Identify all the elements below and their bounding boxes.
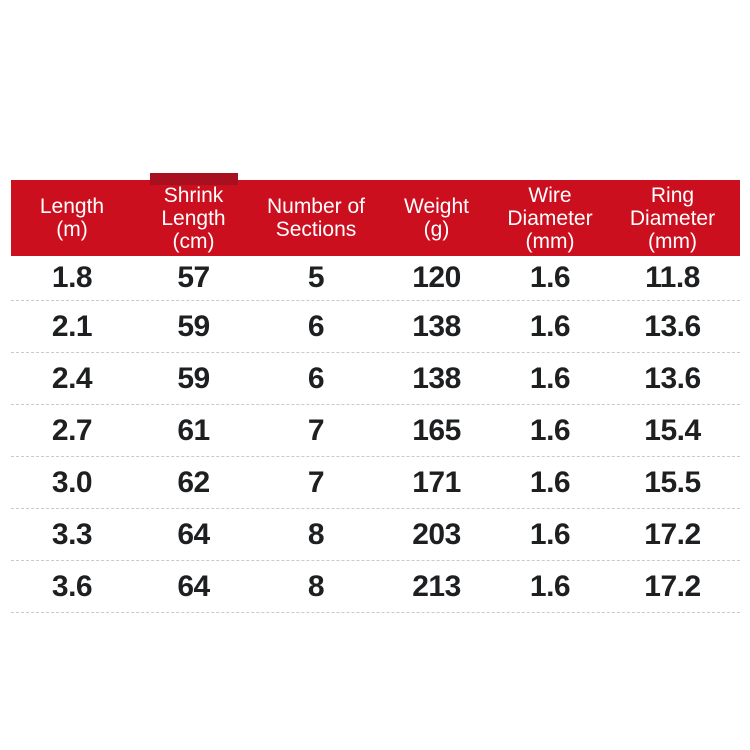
header-cell-weight: Weight (g) (378, 180, 495, 256)
table-cell-weight: 120 (412, 261, 461, 294)
header-label-line: Shrink (163, 183, 224, 207)
table-row: 2.7 61 7 165 1.6 15.4 (11, 405, 740, 457)
table-cell-sections: 8 (307, 517, 325, 551)
header-label-line: Length (39, 195, 105, 218)
header-label-line: Diameter (507, 206, 593, 230)
header-cell-sections: Number of Sections (254, 180, 378, 256)
table-row: 3.0 62 7 171 1.6 15.5 (11, 457, 740, 509)
table-cell-shrink-length: 64 (177, 569, 210, 603)
table-cell-ring-diameter: 17.2 (644, 569, 701, 603)
table-cell-length: 2.4 (51, 361, 93, 395)
header-label-line: Length (161, 206, 226, 230)
header-label-line: Sections (275, 218, 357, 241)
table-cell-weight: 165 (412, 413, 461, 447)
table-cell-ring-diameter: 13.6 (644, 309, 701, 343)
header-label-line: Ring (650, 183, 695, 207)
table-cell-length: 3.3 (51, 517, 93, 551)
table-cell-wire-diameter: 1.6 (529, 517, 571, 551)
table-cell-length: 3.0 (51, 465, 93, 499)
header-cell-length: Length (m) (11, 180, 133, 256)
table-cell-weight: 171 (412, 465, 461, 499)
header-label-line: (cm) (172, 229, 215, 253)
table-cell-sections: 7 (307, 413, 325, 447)
table-cell-sections: 5 (307, 261, 325, 294)
table-cell-length: 2.1 (51, 309, 93, 343)
table-cell-sections: 6 (307, 361, 325, 395)
header-label-line: Weight (404, 195, 469, 218)
header-label-line: Wire (528, 183, 572, 207)
table-cell-wire-diameter: 1.6 (529, 465, 571, 499)
table-cell-shrink-length: 62 (177, 465, 210, 499)
table-cell-shrink-length: 57 (177, 261, 210, 294)
table-cell-weight: 138 (412, 309, 461, 343)
table-cell-wire-diameter: 1.6 (529, 413, 571, 447)
table-cell-sections: 8 (307, 569, 325, 603)
table-cell-wire-diameter: 1.6 (529, 361, 571, 395)
table-cell-shrink-length: 59 (177, 361, 210, 395)
table-cell-weight: 203 (412, 517, 461, 551)
table-cell-shrink-length: 61 (177, 413, 210, 447)
table-row: 2.1 59 6 138 1.6 13.6 (11, 301, 740, 353)
header-cell-shrink-length: Shrink Length (cm) (133, 180, 254, 256)
header-cell-wire-diameter: Wire Diameter (mm) (495, 180, 605, 256)
table-cell-wire-diameter: 1.6 (529, 261, 571, 294)
header-label-line: (mm) (648, 229, 697, 253)
table-cell-shrink-length: 64 (177, 517, 210, 551)
table-cell-sections: 6 (307, 309, 325, 343)
table-row: 3.6 64 8 213 1.6 17.2 (11, 561, 740, 613)
spec-table: Length (m) Shrink Length (cm) Number of Sectio… (11, 173, 740, 613)
table-cell-length: 2.7 (51, 413, 93, 447)
table-body: 1.8 57 5 120 1.6 11.8 2.1 59 6 138 1.6 13.6 2.4 59 6 13… (11, 256, 740, 613)
table-cell-ring-diameter: 11.8 (645, 261, 700, 294)
table-cell-length: 1.8 (51, 261, 93, 294)
header-label-line: (g) (423, 218, 450, 241)
header-label-line: (m) (56, 218, 88, 241)
header-accent-block (150, 173, 238, 185)
header-label-line: Number of (266, 195, 366, 218)
table-cell-wire-diameter: 1.6 (529, 309, 571, 343)
table-cell-ring-diameter: 17.2 (644, 517, 701, 551)
table-cell-ring-diameter: 13.6 (644, 361, 701, 395)
table-cell-shrink-length: 59 (177, 309, 210, 343)
table-cell-weight: 213 (412, 569, 461, 603)
header-label-line: Diameter (629, 206, 716, 230)
table-cell-ring-diameter: 15.5 (644, 465, 701, 499)
table-row: 3.3 64 8 203 1.6 17.2 (11, 509, 740, 561)
table-row: 2.4 59 6 138 1.6 13.6 (11, 353, 740, 405)
header-label-line: (mm) (525, 229, 575, 253)
table-cell-sections: 7 (307, 465, 325, 499)
table-row: 1.8 57 5 120 1.6 11.8 (11, 256, 740, 301)
header-cell-ring-diameter: Ring Diameter (mm) (605, 180, 740, 256)
table-header: Length (m) Shrink Length (cm) Number of Sectio… (11, 173, 740, 256)
table-cell-ring-diameter: 15.4 (644, 413, 701, 447)
table-cell-weight: 138 (412, 361, 461, 395)
table-cell-wire-diameter: 1.6 (529, 569, 571, 603)
table-cell-length: 3.6 (51, 569, 93, 603)
